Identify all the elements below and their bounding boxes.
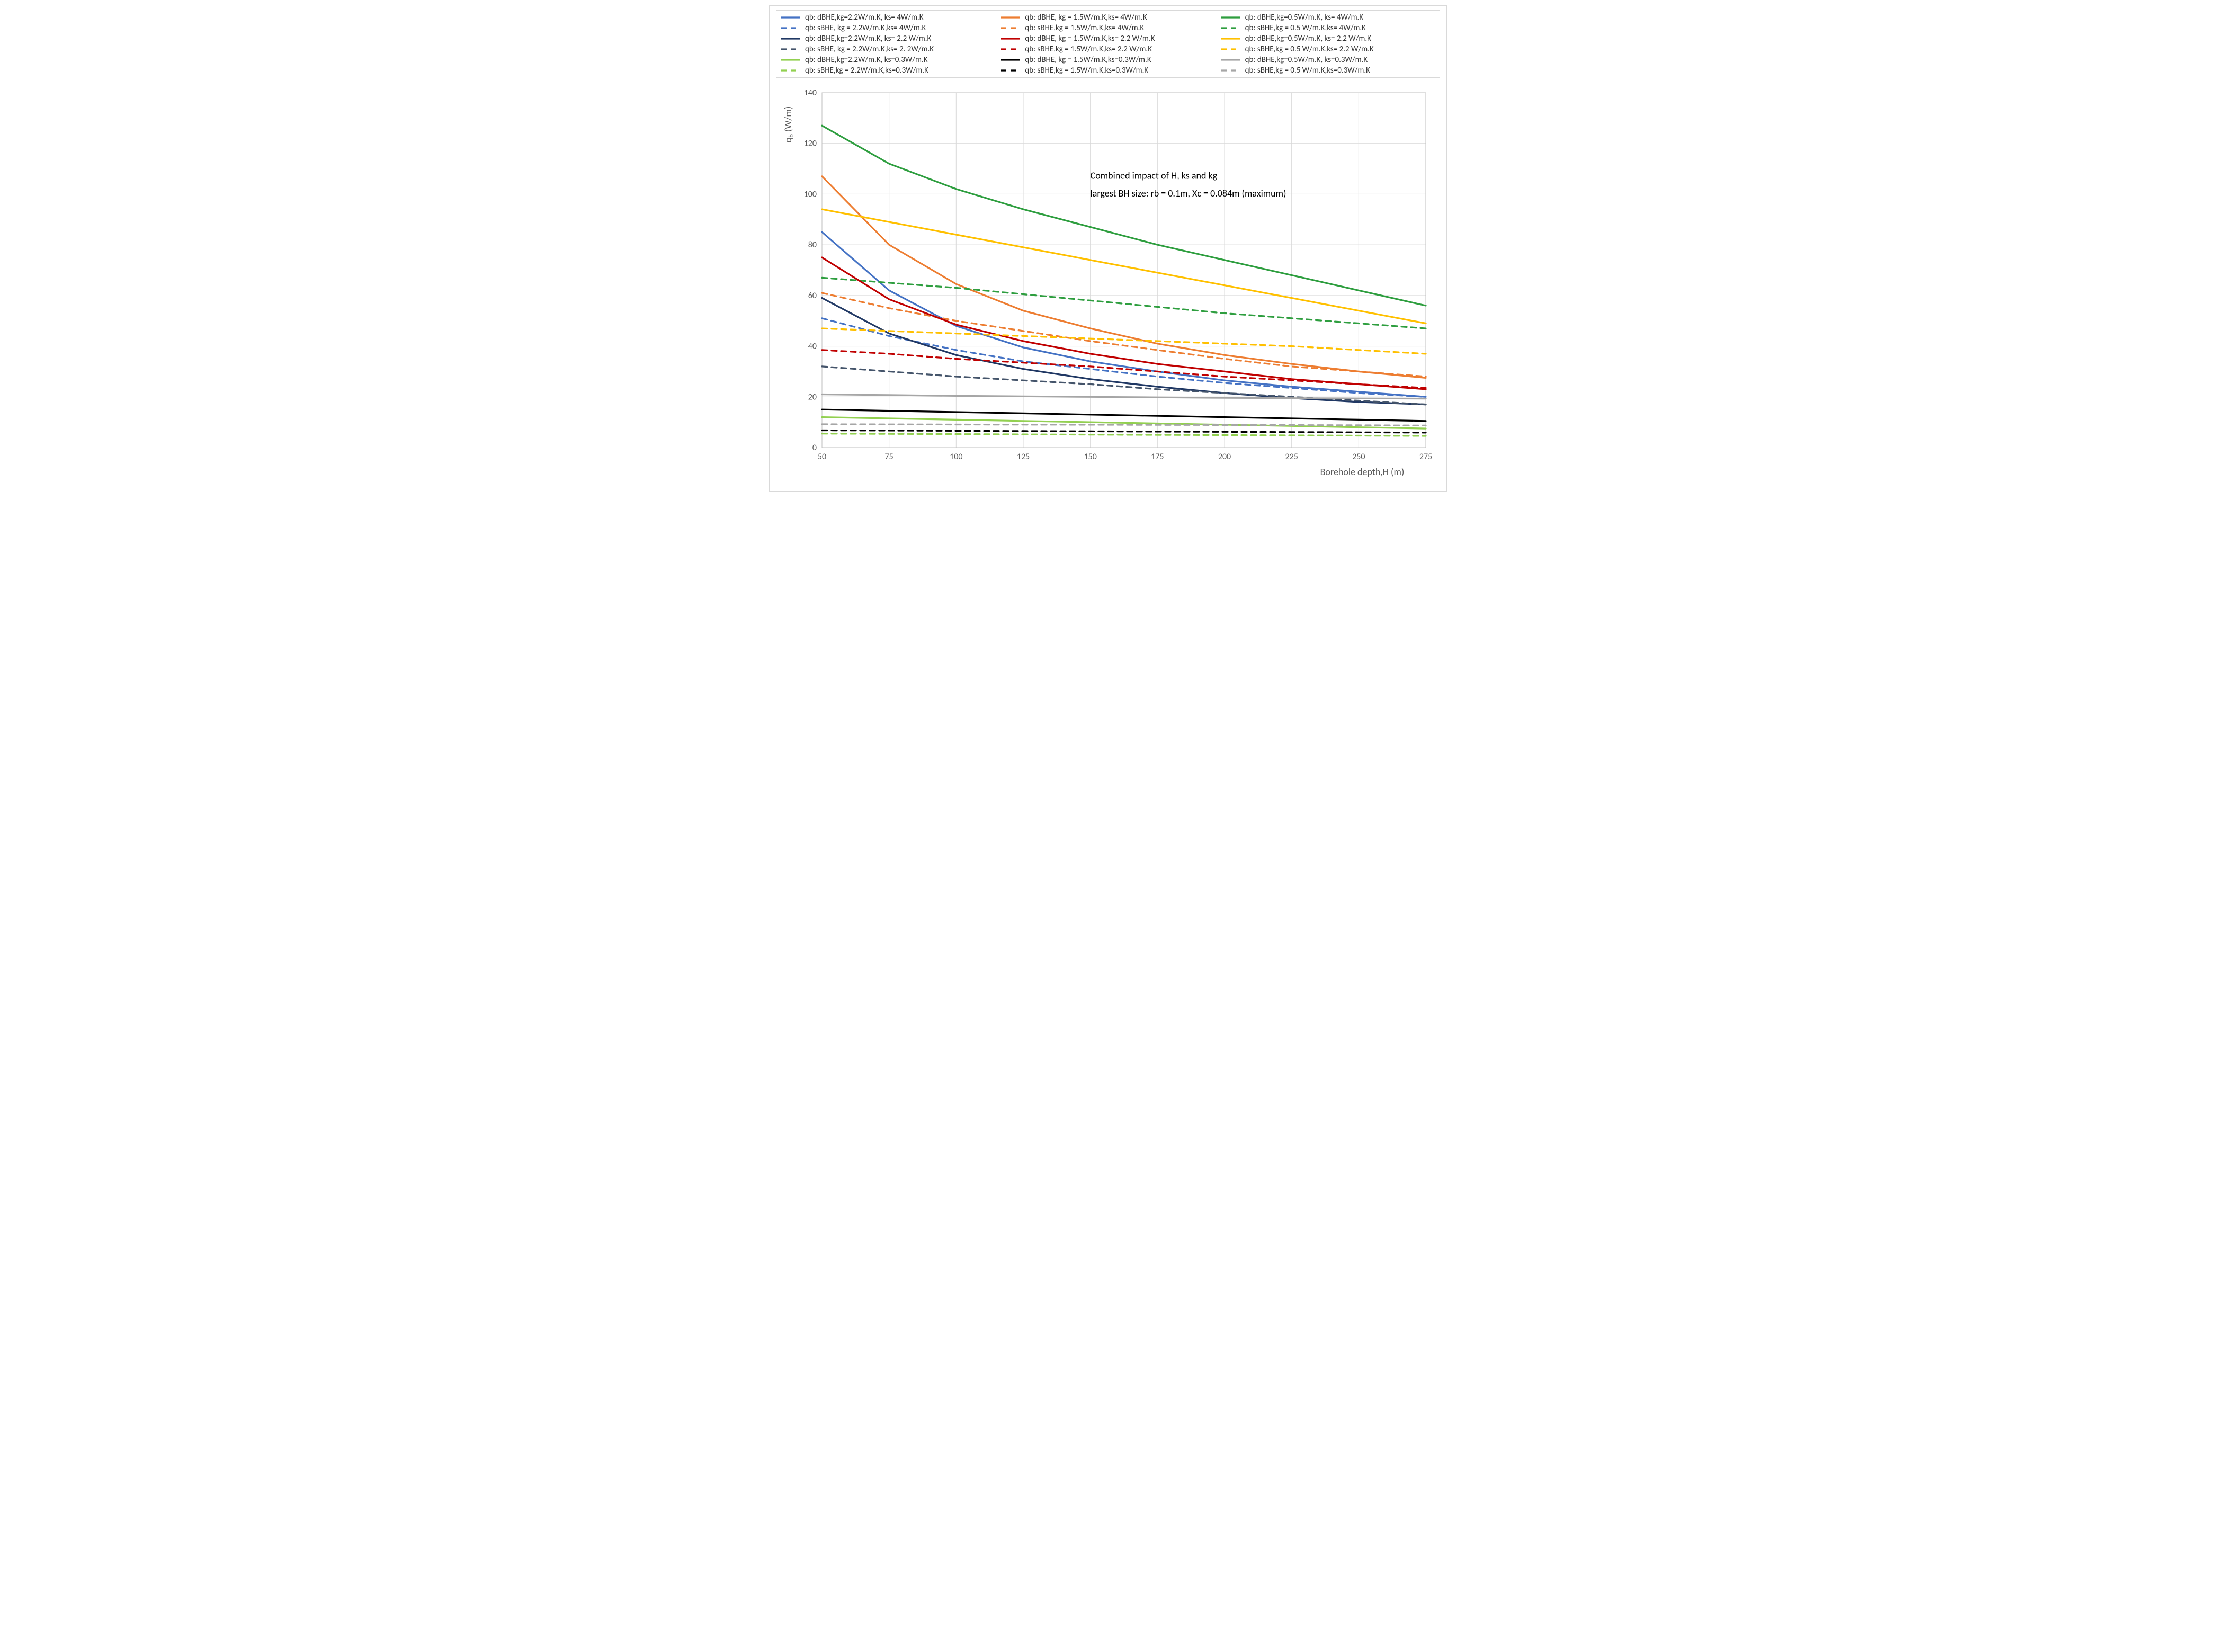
legend-swatch bbox=[781, 46, 801, 53]
legend-item: qb: sBHE,kg = 1.5W/m.K,ks=0.3W/m.K bbox=[1000, 66, 1215, 75]
legend-swatch bbox=[781, 24, 801, 32]
legend-swatch bbox=[1221, 46, 1241, 53]
legend-label: qb: dBHE, kg = 1.5W/m.K,ks= 2.2 W/m.K bbox=[1025, 34, 1155, 43]
x-axis-title: Borehole depth,H (m) bbox=[1320, 466, 1405, 478]
legend-item: qb: sBHE,kg = 0.5 W/m.K,ks= 4W/m.K bbox=[1221, 23, 1435, 33]
y-tick-label: 80 bbox=[808, 240, 817, 250]
legend-swatch bbox=[781, 56, 801, 64]
series-line bbox=[822, 209, 1426, 323]
y-tick-label: 20 bbox=[808, 392, 817, 402]
series-line bbox=[822, 298, 1426, 405]
y-tick-label: 120 bbox=[804, 139, 817, 149]
series-line bbox=[822, 434, 1426, 436]
legend-item: qb: sBHE, kg = 2.2W/m.K,ks= 4W/m.K bbox=[781, 23, 995, 33]
legend-swatch bbox=[1000, 67, 1021, 74]
x-tick-label: 75 bbox=[885, 452, 893, 462]
legend-swatch bbox=[1221, 67, 1241, 74]
legend-label: qb: dBHE, kg = 1.5W/m.K,ks=0.3W/m.K bbox=[1025, 55, 1151, 65]
legend-item: qb: sBHE,kg = 0.5 W/m.K,ks= 2.2 W/m.K bbox=[1221, 44, 1435, 54]
series-line bbox=[822, 431, 1426, 433]
x-tick-label: 225 bbox=[1285, 452, 1298, 462]
legend-label: qb: sBHE,kg = 2.2W/m.K,ks=0.3W/m.K bbox=[805, 66, 928, 75]
legend-label: qb: sBHE,kg = 1.5W/m.K,ks= 4W/m.K bbox=[1025, 23, 1144, 33]
legend-swatch bbox=[781, 67, 801, 74]
legend-swatch bbox=[1000, 14, 1021, 21]
x-tick-label: 200 bbox=[1218, 452, 1231, 462]
legend-swatch bbox=[781, 14, 801, 21]
x-tick-label: 175 bbox=[1151, 452, 1164, 462]
legend-label: qb: dBHE,kg=0.5W/m.K, ks= 4W/m.K bbox=[1245, 13, 1364, 22]
legend-item: qb: dBHE, kg = 1.5W/m.K,ks= 4W/m.K bbox=[1000, 13, 1215, 22]
legend-label: qb: dBHE,kg=2.2W/m.K, ks=0.3W/m.K bbox=[805, 55, 928, 65]
legend-label: qb: sBHE,kg = 0.5 W/m.K,ks= 2.2 W/m.K bbox=[1245, 44, 1374, 54]
legend-swatch bbox=[1221, 24, 1241, 32]
legend-item: qb: dBHE,kg=2.2W/m.K, ks= 2.2 W/m.K bbox=[781, 34, 995, 43]
x-tick-label: 150 bbox=[1084, 452, 1097, 462]
legend-label: qb: dBHE,kg=2.2W/m.K, ks= 2.2 W/m.K bbox=[805, 34, 931, 43]
legend-item: qb: sBHE, kg = 2.2W/m.K,ks= 2. 2W/m.K bbox=[781, 44, 995, 54]
legend-item: qb: dBHE, kg = 1.5W/m.K,ks= 2.2 W/m.K bbox=[1000, 34, 1215, 43]
legend-swatch bbox=[1000, 46, 1021, 53]
x-tick-label: 100 bbox=[950, 452, 962, 462]
x-tick-label: 250 bbox=[1352, 452, 1365, 462]
legend: qb: dBHE,kg=2.2W/m.K, ks= 4W/m.K qb: dBHE… bbox=[776, 10, 1440, 78]
legend-label: qb: sBHE, kg = 2.2W/m.K,ks= 4W/m.K bbox=[805, 23, 926, 33]
legend-item: qb: dBHE, kg = 1.5W/m.K,ks=0.3W/m.K bbox=[1000, 55, 1215, 65]
legend-item: qb: sBHE,kg = 0.5 W/m.K,ks=0.3W/m.K bbox=[1221, 66, 1435, 75]
y-tick-label: 100 bbox=[804, 189, 817, 199]
legend-label: qb: sBHE,kg = 1.5W/m.K,ks=0.3W/m.K bbox=[1025, 66, 1148, 75]
series-line bbox=[822, 395, 1426, 399]
legend-item: qb: dBHE,kg=0.5W/m.K, ks=0.3W/m.K bbox=[1221, 55, 1435, 65]
legend-item: qb: dBHE,kg=0.5W/m.K, ks= 2.2 W/m.K bbox=[1221, 34, 1435, 43]
y-tick-label: 140 bbox=[804, 88, 817, 98]
series-line bbox=[822, 176, 1426, 378]
x-tick-label: 275 bbox=[1419, 452, 1432, 462]
legend-swatch bbox=[1221, 56, 1241, 64]
legend-label: qb: sBHE,kg = 0.5 W/m.K,ks= 4W/m.K bbox=[1245, 23, 1366, 33]
legend-item: qb: sBHE,kg = 1.5W/m.K,ks= 4W/m.K bbox=[1000, 23, 1215, 33]
legend-swatch bbox=[1000, 35, 1021, 42]
legend-label: qb: sBHE, kg = 2.2W/m.K,ks= 2. 2W/m.K bbox=[805, 44, 934, 54]
series-line bbox=[822, 318, 1426, 397]
annotation-text: largest BH size: rb = 0.1m, Xc = 0.084m … bbox=[1091, 187, 1286, 199]
legend-swatch bbox=[1221, 35, 1241, 42]
legend-swatch bbox=[1000, 56, 1021, 64]
y-tick-label: 60 bbox=[808, 291, 817, 301]
legend-swatch bbox=[1221, 14, 1241, 21]
legend-label: qb: dBHE,kg=0.5W/m.K, ks= 2.2 W/m.K bbox=[1245, 34, 1371, 43]
legend-swatch bbox=[781, 35, 801, 42]
legend-label: qb: sBHE,kg = 0.5 W/m.K,ks=0.3W/m.K bbox=[1245, 66, 1370, 75]
legend-label: qb: sBHE,kg = 1.5W/m.K,ks= 2.2 W/m.K bbox=[1025, 44, 1152, 54]
series-line bbox=[822, 126, 1426, 306]
chart-container: qb: dBHE,kg=2.2W/m.K, ks= 4W/m.K qb: dBHE… bbox=[769, 5, 1447, 492]
legend-item: qb: sBHE,kg = 1.5W/m.K,ks= 2.2 W/m.K bbox=[1000, 44, 1215, 54]
y-tick-label: 0 bbox=[812, 443, 817, 453]
annotation-text: Combined impact of H, ks and kg bbox=[1091, 170, 1218, 182]
legend-label: qb: dBHE,kg=2.2W/m.K, ks= 4W/m.K bbox=[805, 13, 924, 22]
legend-item: qb: dBHE,kg=2.2W/m.K, ks= 4W/m.K bbox=[781, 13, 995, 22]
x-tick-label: 50 bbox=[818, 452, 826, 462]
plot-area: 50 75 100 125 150 175 200 225 250 275 0 20 40 60 80 100… bbox=[776, 82, 1440, 485]
y-tick-label: 40 bbox=[808, 342, 817, 352]
series-line bbox=[822, 424, 1426, 425]
legend-item: qb: dBHE,kg=2.2W/m.K, ks=0.3W/m.K bbox=[781, 55, 995, 65]
x-tick-label: 125 bbox=[1017, 452, 1030, 462]
legend-item: qb: sBHE,kg = 2.2W/m.K,ks=0.3W/m.K bbox=[781, 66, 995, 75]
legend-label: qb: dBHE,kg=0.5W/m.K, ks=0.3W/m.K bbox=[1245, 55, 1368, 65]
y-axis-title: qb (W/m) bbox=[782, 106, 796, 143]
legend-item: qb: dBHE,kg=0.5W/m.K, ks= 4W/m.K bbox=[1221, 13, 1435, 22]
legend-label: qb: dBHE, kg = 1.5W/m.K,ks= 4W/m.K bbox=[1025, 13, 1147, 22]
legend-swatch bbox=[1000, 24, 1021, 32]
